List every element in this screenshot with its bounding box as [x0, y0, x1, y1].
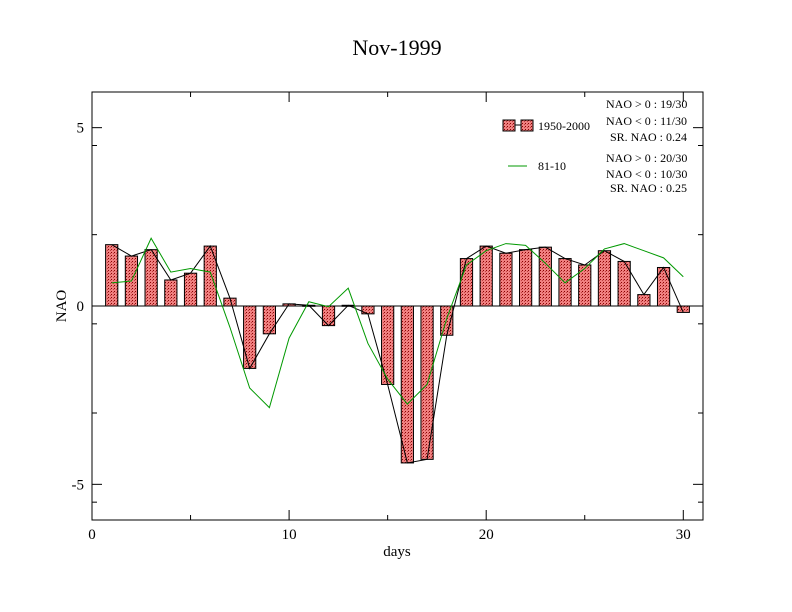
x-tick-label: 0: [88, 527, 96, 543]
legend-swatch-right: [520, 119, 534, 132]
axis-ticks: 0 10 20 30 -5 0 5: [72, 92, 703, 543]
bar: [183, 272, 198, 307]
bar: [519, 249, 533, 307]
bar: [479, 245, 493, 307]
stat-line: NAO > 0 : 20/30: [606, 151, 687, 165]
bar: [243, 305, 257, 369]
bar: [361, 305, 375, 315]
y-axis-label: NAO: [54, 290, 70, 323]
stat-line: SR. NAO : 0.25: [610, 181, 687, 195]
bar: [420, 305, 434, 460]
bar: [321, 305, 336, 327]
stat-line: NAO < 0 : 10/30: [606, 167, 687, 181]
stats-annotation-81-10: NAO > 0 : 20/30 NAO < 0 : 10/30 SR. NAO …: [606, 151, 687, 195]
line-1950-2000: [111, 244, 684, 464]
legend: 1950-2000 81-10: [502, 119, 590, 173]
bar: [538, 246, 552, 307]
bar: [144, 249, 158, 307]
stat-line: SR. NAO : 0.24: [610, 130, 687, 144]
y-tick-label: 5: [77, 121, 85, 137]
y-tick-label: -5: [72, 477, 85, 493]
bar: [637, 294, 651, 307]
legend-label-1950-2000: 1950-2000: [538, 119, 590, 133]
x-tick-label: 20: [479, 527, 494, 543]
bar: [262, 305, 276, 335]
stat-line: NAO < 0 : 11/30: [606, 114, 687, 128]
x-tick-label: 10: [282, 527, 297, 543]
bar: [597, 250, 612, 307]
chart-title: Nov-1999: [352, 35, 441, 60]
x-tick-label: 30: [676, 527, 691, 543]
line-series: [111, 237, 684, 464]
bar: [400, 305, 414, 464]
bar: [164, 279, 178, 307]
bar: [499, 252, 513, 307]
bar-series-1950-2000: [105, 244, 690, 464]
bar: [381, 305, 395, 385]
bar: [203, 245, 217, 307]
stat-line: NAO > 0 : 19/30: [606, 97, 687, 111]
bar: [105, 244, 119, 307]
legend-swatch-left: [502, 119, 516, 132]
stats-annotation-1950-2000: NAO > 0 : 19/30 NAO < 0 : 11/30 SR. NAO …: [606, 97, 687, 144]
y-tick-label: 0: [77, 299, 85, 315]
x-axis-label: days: [383, 544, 411, 560]
legend-label-81-10: 81-10: [538, 159, 566, 173]
bar: [440, 305, 454, 336]
line-81-10: [111, 237, 684, 409]
